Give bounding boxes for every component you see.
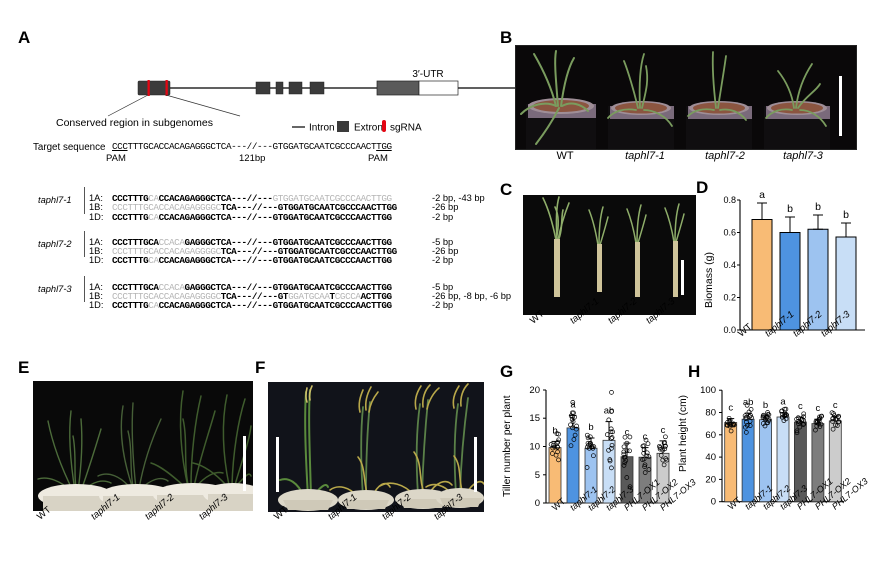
svg-text:c: c — [815, 403, 820, 414]
svg-text:10: 10 — [529, 442, 540, 453]
svg-text:b: b — [552, 425, 557, 436]
svg-text:0.0: 0.0 — [723, 325, 736, 335]
svg-text:a: a — [570, 399, 576, 410]
svg-text:60: 60 — [705, 430, 716, 441]
svg-text:c: c — [625, 427, 630, 438]
svg-text:0.4: 0.4 — [723, 260, 736, 270]
svg-text:100: 100 — [700, 385, 716, 396]
svg-text:40: 40 — [705, 452, 716, 463]
svg-text:0.6: 0.6 — [723, 228, 736, 238]
svg-text:c: c — [728, 403, 733, 414]
svg-text:b: b — [843, 209, 849, 221]
svg-text:5: 5 — [535, 470, 540, 481]
svg-text:ab: ab — [743, 397, 754, 408]
svg-text:20: 20 — [529, 385, 540, 396]
svg-text:0.8: 0.8 — [723, 195, 736, 205]
svg-text:20: 20 — [705, 474, 716, 485]
svg-text:3′-UTR: 3′-UTR — [412, 69, 443, 80]
svg-text:c: c — [798, 401, 803, 412]
svg-text:c: c — [661, 425, 666, 436]
svg-text:a: a — [780, 397, 786, 408]
svg-text:0.2: 0.2 — [723, 293, 736, 303]
svg-text:b: b — [815, 201, 821, 213]
svg-text:c: c — [643, 432, 648, 443]
svg-text:Extron: Extron — [354, 123, 383, 134]
svg-text:Biomass (g): Biomass (g) — [703, 252, 715, 308]
svg-text:a: a — [759, 190, 765, 201]
svg-text:c: c — [833, 400, 838, 411]
svg-text:15: 15 — [529, 413, 540, 424]
svg-text:0: 0 — [711, 497, 716, 508]
svg-text:b: b — [588, 422, 593, 433]
svg-text:b: b — [763, 400, 768, 411]
svg-text:b: b — [787, 203, 793, 215]
svg-text:ab: ab — [604, 406, 615, 417]
svg-text:sgRNA: sgRNA — [390, 123, 422, 134]
svg-text:Intron: Intron — [309, 123, 335, 134]
svg-text:0: 0 — [535, 498, 540, 509]
svg-text:Conserved region in subgenomes: Conserved region in subgenomes — [56, 117, 213, 129]
svg-text:80: 80 — [705, 408, 716, 419]
